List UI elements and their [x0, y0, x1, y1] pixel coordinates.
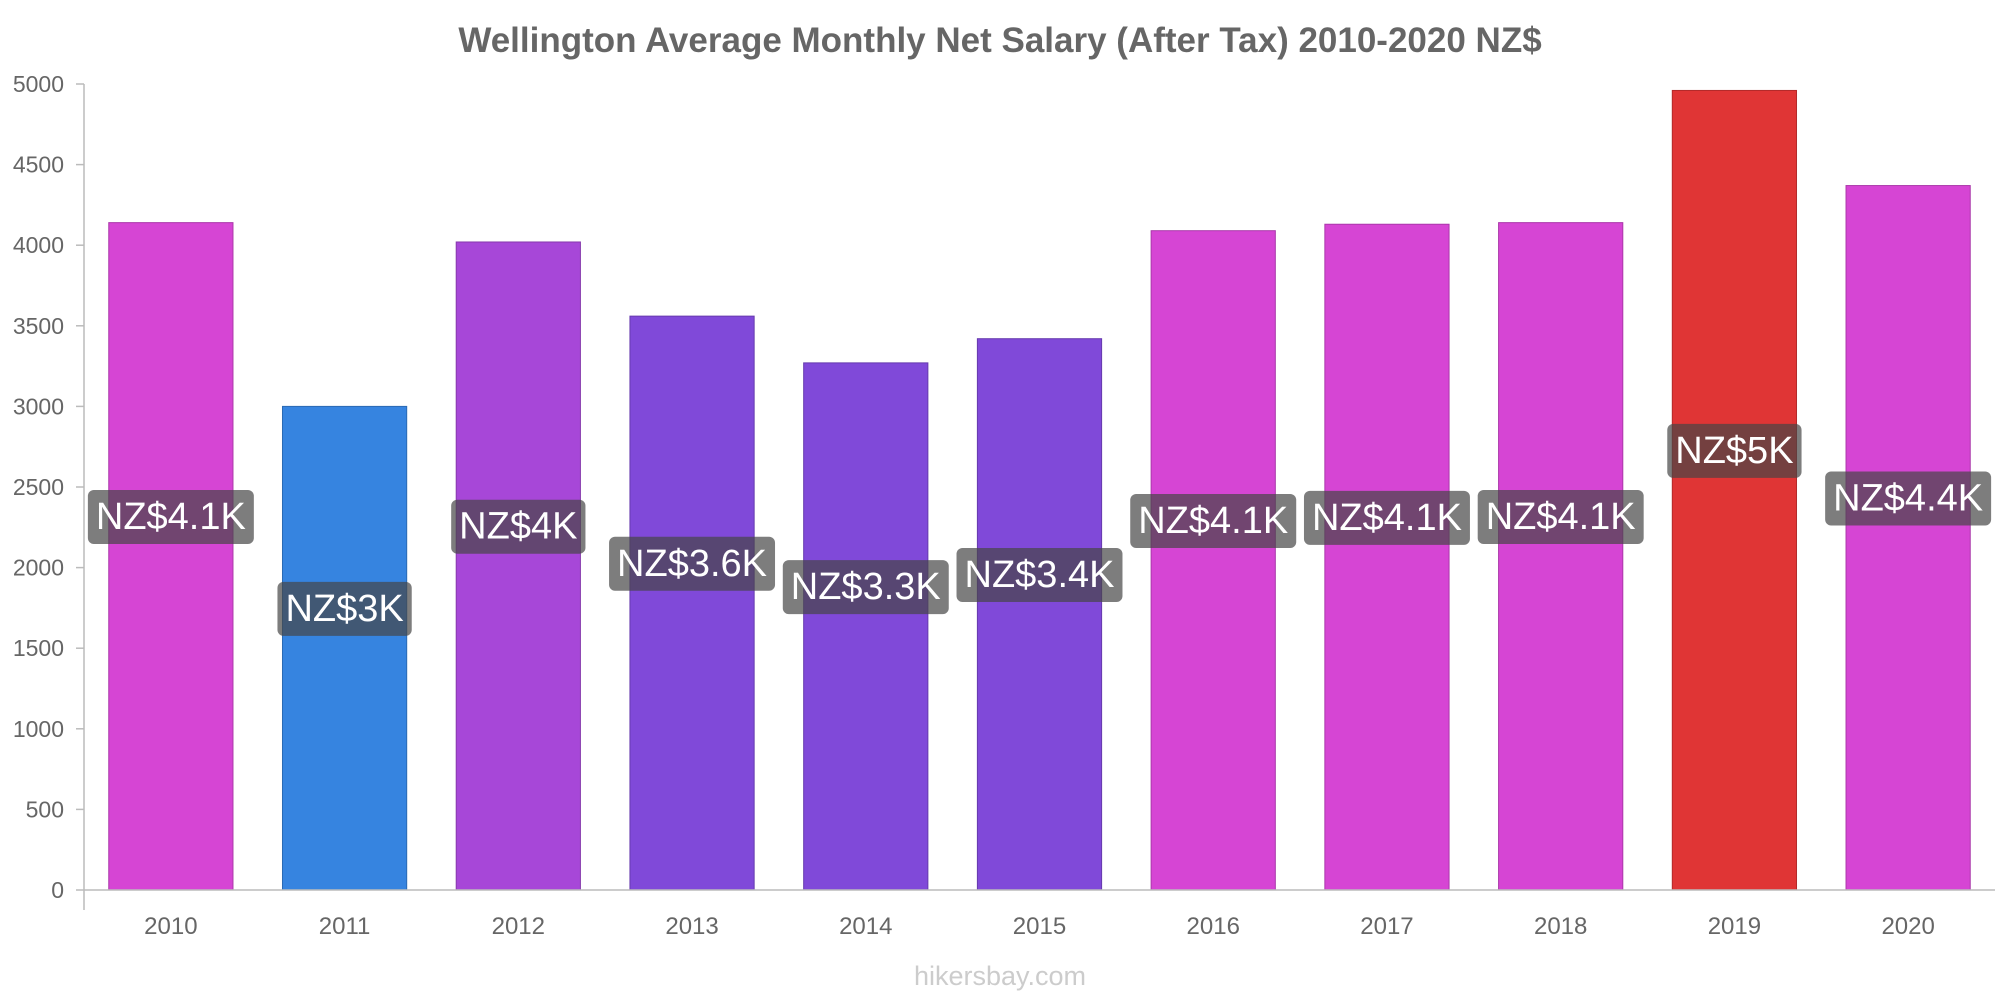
data-label-background [1303, 490, 1470, 545]
y-tick-label: 3500 [13, 313, 64, 339]
x-tick-label: 2018 [1534, 913, 1587, 940]
data-label: NZ$4.4K [1825, 471, 1992, 526]
bar[interactable] [1671, 89, 1798, 891]
data-label-text: NZ$4.4K [1833, 477, 1983, 519]
x-tick-label: 2019 [1708, 913, 1761, 940]
data-label: NZ$4.1K [87, 490, 254, 545]
x-tick-label: 2016 [1187, 913, 1240, 940]
data-label: NZ$5K [1667, 423, 1802, 478]
data-label-text: NZ$4.1K [1138, 500, 1288, 542]
bar[interactable] [1150, 230, 1276, 891]
y-axis: 0 500 1000 1500 2000 2500 3000 3500 4000 4500 5000 [13, 71, 85, 910]
bar[interactable] [1324, 223, 1450, 891]
data-label-text: NZ$4K [459, 506, 577, 548]
data-label: NZ$4.1K [1303, 490, 1470, 545]
data-label-background [609, 536, 776, 591]
data-label-background [277, 581, 412, 636]
bars-group [108, 89, 1971, 891]
y-tick-label: 4500 [13, 152, 64, 178]
y-tick-label: 500 [26, 796, 64, 822]
data-label-text: NZ$4.1K [1312, 497, 1462, 539]
data-labels-group: NZ$4.1K NZ$3K NZ$4K NZ$3.6K NZ$3.3K NZ$3.4K NZ… [87, 423, 1992, 636]
data-label: NZ$3.6K [609, 536, 776, 591]
chart-title: Wellington Average Monthly Net Salary (A… [458, 21, 1541, 60]
data-label-background [956, 548, 1123, 603]
data-label-background [87, 490, 254, 545]
data-label-text: NZ$3K [285, 588, 403, 630]
bar[interactable] [803, 362, 929, 891]
data-label-background [1667, 423, 1802, 478]
x-tick-label: 2014 [839, 913, 892, 940]
data-label: NZ$4.1K [1477, 490, 1644, 545]
data-label-text: NZ$3.3K [791, 566, 941, 608]
data-label: NZ$4.1K [1130, 494, 1297, 549]
data-label-background [1130, 494, 1297, 549]
data-label: NZ$3K [277, 581, 412, 636]
y-tick-label: 1500 [13, 635, 64, 661]
bar[interactable] [629, 315, 755, 891]
x-tick-label: 2015 [1013, 913, 1066, 940]
y-tick-label: 2000 [13, 555, 64, 581]
x-tick-label: 2010 [144, 913, 197, 940]
x-axis: 2010 2011 2012 2013 2014 2015 2016 2017 2018 2019… [84, 889, 1995, 940]
y-tick-label: 4000 [13, 232, 64, 258]
bar[interactable] [281, 405, 408, 891]
data-label-text: NZ$5K [1675, 430, 1793, 472]
data-label-text: NZ$4.1K [96, 496, 246, 538]
data-label-background [1477, 490, 1644, 545]
y-tick-label: 5000 [13, 71, 64, 97]
data-label-text: NZ$3.4K [965, 554, 1115, 596]
footer-source[interactable]: hikersbay.com [914, 961, 1086, 991]
y-tick-label: 0 [51, 877, 64, 903]
bar[interactable] [455, 241, 581, 891]
y-tick-label: 1000 [13, 716, 64, 742]
x-tick-label: 2017 [1360, 913, 1413, 940]
data-label: NZ$4K [451, 499, 586, 554]
x-tick-label: 2013 [665, 913, 718, 940]
data-label-background [451, 499, 586, 554]
data-label-background [1825, 471, 1992, 526]
y-tick-label: 2500 [13, 474, 64, 500]
y-tick-label: 3000 [13, 393, 64, 419]
bar[interactable] [1498, 222, 1624, 891]
data-label-text: NZ$4.1K [1486, 496, 1636, 538]
data-label-text: NZ$3.6K [617, 543, 767, 585]
x-tick-label: 2020 [1881, 913, 1934, 940]
data-label: NZ$3.4K [956, 548, 1123, 603]
data-label: NZ$3.3K [782, 560, 949, 615]
bar[interactable] [1845, 185, 1971, 891]
x-tick-label: 2011 [319, 913, 371, 940]
data-label-background [782, 560, 949, 615]
bar[interactable] [976, 338, 1103, 891]
bar[interactable] [108, 222, 234, 891]
x-tick-label: 2012 [492, 913, 545, 940]
